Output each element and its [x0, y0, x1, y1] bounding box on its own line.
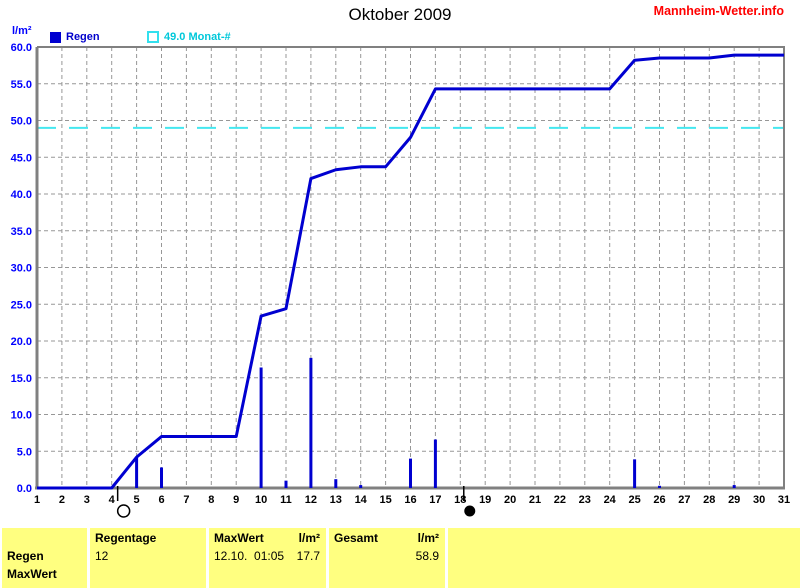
filled-square-icon [50, 31, 61, 43]
svg-text:9: 9 [233, 494, 239, 506]
svg-text:21: 21 [529, 494, 541, 506]
regentage-cell: Regentage 12 [90, 528, 206, 588]
svg-text:25: 25 [628, 494, 640, 506]
svg-text:19: 19 [479, 494, 491, 506]
svg-text:12: 12 [305, 494, 317, 506]
svg-text:10: 10 [255, 494, 267, 506]
new-moon-icon [464, 505, 476, 517]
maxwert-cell: MaxWert l/m² 12.10. 01:05 17.7 [209, 528, 326, 588]
svg-text:1: 1 [34, 494, 40, 506]
svg-text:29: 29 [728, 494, 740, 506]
svg-text:15: 15 [379, 494, 391, 506]
svg-text:18: 18 [454, 494, 466, 506]
svg-text:4: 4 [109, 494, 116, 506]
maxwert-datetime: 12.10. 01:05 [214, 549, 285, 563]
y-axis-unit-label: l/m² [12, 25, 32, 37]
svg-text:31: 31 [778, 494, 790, 506]
svg-text:35.0: 35.0 [11, 226, 32, 238]
maxwert-unit: l/m² [298, 531, 320, 545]
svg-text:5: 5 [134, 494, 140, 506]
empty-cell [448, 528, 800, 588]
svg-text:11: 11 [280, 494, 292, 506]
gesamt-cell: Gesamt l/m² 58.9 [329, 528, 445, 588]
svg-text:24: 24 [604, 494, 617, 506]
svg-text:2: 2 [59, 494, 65, 506]
maxwert-header: MaxWert [214, 531, 264, 545]
svg-text:26: 26 [653, 494, 665, 506]
spacer-row [7, 529, 81, 547]
svg-text:23: 23 [579, 494, 591, 506]
rain-chart: 0.0 5.0 10.0 15.0 20.0 25.0 30.0 35.0 40.0 45.0 50… [11, 42, 790, 518]
svg-text:30.0: 30.0 [11, 263, 32, 275]
svg-text:30: 30 [753, 494, 765, 506]
legend-label-monat: 49.0 Monat-# [164, 31, 231, 43]
svg-text:60.0: 60.0 [11, 42, 32, 54]
full-moon-icon [116, 504, 131, 518]
svg-text:6: 6 [158, 494, 164, 506]
gesamt-header: Gesamt [334, 531, 379, 545]
svg-text:10.0: 10.0 [11, 410, 32, 422]
legend-label-regen: Regen [66, 31, 100, 43]
row-label-regen: Regen [7, 549, 44, 563]
maxwert-amount: 17.7 [296, 549, 320, 563]
svg-text:27: 27 [678, 494, 690, 506]
regentage-value: 12 [95, 549, 109, 563]
regentage-header: Regentage [95, 531, 157, 545]
svg-text:14: 14 [355, 494, 368, 506]
page-title: Oktober 2009 [348, 5, 452, 24]
svg-text:13: 13 [330, 494, 342, 506]
svg-text:50.0: 50.0 [11, 116, 32, 128]
summary-label-cell: Regen MaxWert [2, 528, 87, 588]
svg-text:5.0: 5.0 [17, 446, 32, 458]
svg-text:22: 22 [554, 494, 566, 506]
svg-text:7: 7 [183, 494, 189, 506]
svg-text:20.0: 20.0 [11, 336, 32, 348]
site-link[interactable]: Mannheim-Wetter.info [653, 4, 784, 18]
svg-text:28: 28 [703, 494, 715, 506]
svg-text:15.0: 15.0 [11, 373, 32, 385]
legend-item-regen: Regen [50, 31, 100, 43]
svg-text:25.0: 25.0 [11, 299, 32, 311]
row-label-maxwert-cut: MaxWert [7, 567, 57, 581]
svg-text:17: 17 [429, 494, 441, 506]
gesamt-unit: l/m² [417, 531, 439, 545]
summary-table: Regen MaxWert Regentage 12 MaxWert l/m² … [2, 528, 800, 588]
svg-text:8: 8 [208, 494, 214, 506]
svg-text:40.0: 40.0 [11, 189, 32, 201]
svg-text:45.0: 45.0 [11, 152, 32, 164]
legend-item-monat: 49.0 Monat-# [147, 31, 231, 43]
svg-text:55.0: 55.0 [11, 79, 32, 91]
svg-text:20: 20 [504, 494, 516, 506]
open-square-icon [147, 31, 159, 43]
svg-text:3: 3 [84, 494, 90, 506]
gesamt-amount: 58.9 [415, 549, 439, 563]
svg-text:0.0: 0.0 [17, 483, 32, 495]
svg-text:16: 16 [404, 494, 416, 506]
